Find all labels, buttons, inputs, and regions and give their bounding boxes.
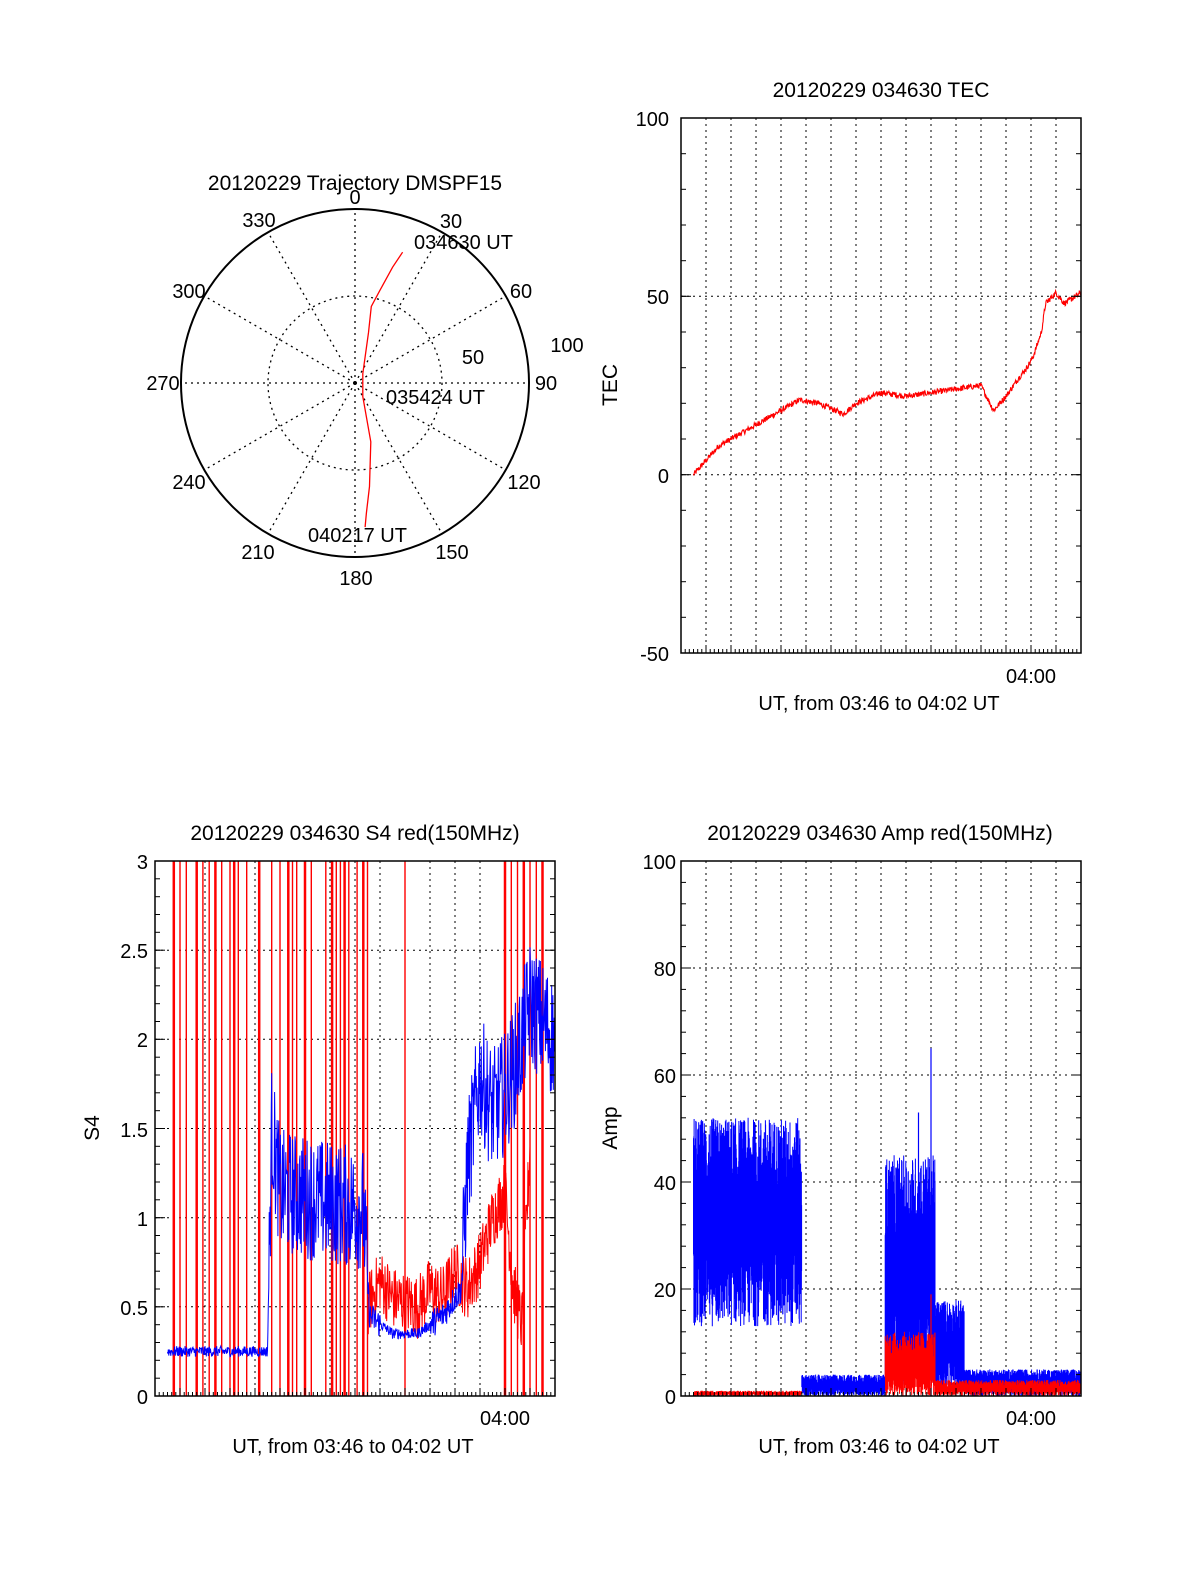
polar-spoke-210 <box>267 382 356 535</box>
polar-angle-labels: 0 30 60 90 120 150 180 210 240 270 300 3… <box>146 187 557 590</box>
amp-data <box>693 1048 1082 1396</box>
angle-label-150: 150 <box>435 542 468 564</box>
trajectory-title: 20120229 Trajectory DMSPF15 <box>208 172 502 195</box>
s4-ytick-2.5: 2.5 <box>120 941 148 963</box>
tec-title: 20120229 034630 TEC <box>773 79 990 102</box>
amp-ylabel: Amp <box>599 1106 622 1149</box>
s4-ylabel: S4 <box>81 1115 104 1141</box>
annotation-start-time: 034630 UT <box>414 232 513 254</box>
angle-label-60: 60 <box>510 281 532 303</box>
tec-xlabel: UT, from 03:46 to 04:02 UT <box>758 693 999 715</box>
s4-ytick-2: 2 <box>137 1030 148 1052</box>
amp-red-band-1 <box>884 1331 936 1396</box>
annotation-end-time: 040217 UT <box>308 525 407 547</box>
s4-red-series <box>367 1146 531 1346</box>
amp-xtick-0400: 04:00 <box>1006 1408 1056 1430</box>
amp-ytick-40: 40 <box>654 1173 676 1195</box>
radial-label-50: 50 <box>462 347 484 369</box>
amp-ticks <box>681 860 1081 1397</box>
angle-label-300: 300 <box>172 281 205 303</box>
amp-panel: 20120229 034630 Amp red(150MHz) 100 80 6… <box>599 822 1082 1458</box>
s4-ytick-0: 0 <box>137 1387 148 1409</box>
polar-spoke-120 <box>354 382 507 471</box>
amp-blue-band-1 <box>801 1374 886 1396</box>
polar-spoke-300 <box>203 295 356 384</box>
polar-spoke-240 <box>203 382 356 471</box>
polar-spoke-150 <box>354 382 443 535</box>
polar-spoke-330 <box>267 231 356 384</box>
angle-label-210: 210 <box>241 542 274 564</box>
angle-label-240: 240 <box>172 472 205 494</box>
s4-panel: 20120229 034630 S4 red(150MHz) 3 2.5 2 1… <box>81 822 556 1458</box>
s4-ticks <box>155 860 555 1397</box>
tec-grid <box>681 118 1081 653</box>
amp-ytick-60: 60 <box>654 1066 676 1088</box>
angle-label-180: 180 <box>339 568 372 590</box>
angle-label-0: 0 <box>349 187 360 209</box>
s4-xlabel: UT, from 03:46 to 04:02 UT <box>232 1436 473 1458</box>
angle-label-120: 120 <box>507 472 540 494</box>
tec-ticks <box>681 117 1081 654</box>
s4-xtick-0400: 04:00 <box>480 1408 530 1430</box>
tec-series-line <box>692 288 1082 476</box>
amp-blue-band-0 <box>693 1117 803 1327</box>
radial-label-100: 100 <box>550 335 583 357</box>
angle-label-270: 270 <box>146 373 179 395</box>
tec-ytick-0: 0 <box>658 466 669 488</box>
tec-ytick-50: 50 <box>647 287 669 309</box>
tec-panel: 20120229 034630 TEC 100 50 0 -50 TEC 04:… <box>599 79 1082 715</box>
trajectory-polar-plot: 20120229 Trajectory DMSPF15 0 30 60 90 1… <box>146 172 583 590</box>
amp-ytick-80: 80 <box>654 959 676 981</box>
polar-outer-ring <box>180 208 530 558</box>
amp-xlabel: UT, from 03:46 to 04:02 UT <box>758 1436 999 1458</box>
polar-grid <box>181 209 529 557</box>
trajectory-line <box>362 251 404 528</box>
amp-title: 20120229 034630 Amp red(150MHz) <box>707 822 1053 845</box>
s4-ytick-3: 3 <box>137 852 148 874</box>
s4-ytick-1.5: 1.5 <box>120 1120 148 1142</box>
annotation-mid-time: 035424 UT <box>386 387 485 409</box>
s4-data <box>167 861 556 1396</box>
amp-ytick-100: 100 <box>643 852 676 874</box>
tec-ylabel: TEC <box>599 364 622 406</box>
tec-ytick-100: 100 <box>636 109 669 131</box>
tec-xtick-0400: 04:00 <box>1006 666 1056 688</box>
amp-ytick-0: 0 <box>665 1387 676 1409</box>
angle-label-30: 30 <box>440 211 462 233</box>
s4-blue-series <box>167 947 556 1358</box>
polar-spoke-30 <box>354 231 443 384</box>
tec-ytick-neg50: -50 <box>640 644 669 666</box>
polar-ring-50 <box>267 295 443 471</box>
tec-data <box>692 288 1082 476</box>
s4-ytick-1: 1 <box>137 1209 148 1231</box>
s4-title: 20120229 034630 S4 red(150MHz) <box>190 822 519 845</box>
amp-blue-band-3 <box>934 1300 965 1391</box>
angle-label-90: 90 <box>535 373 557 395</box>
amp-red-band-2 <box>934 1380 1082 1396</box>
s4-ytick-0.5: 0.5 <box>120 1298 148 1320</box>
amp-ytick-20: 20 <box>654 1280 676 1302</box>
polar-spoke-60 <box>354 295 507 384</box>
angle-label-330: 330 <box>242 210 275 232</box>
